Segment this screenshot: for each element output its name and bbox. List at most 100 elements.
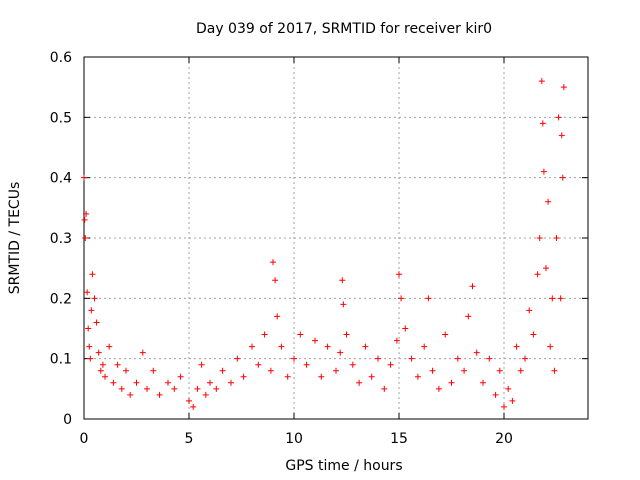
data-point xyxy=(87,355,94,362)
data-point xyxy=(540,168,547,175)
data-point xyxy=(480,379,486,386)
data-point xyxy=(150,367,157,374)
y-axis-label: SRMTID / TECUs xyxy=(7,182,23,295)
data-point xyxy=(555,114,562,121)
data-point xyxy=(284,373,291,380)
x-tick-label: 0 xyxy=(80,431,89,447)
data-point xyxy=(558,132,565,139)
data-point xyxy=(234,355,241,362)
data-point xyxy=(156,391,163,398)
data-point xyxy=(88,307,95,314)
data-point xyxy=(473,349,480,356)
data-point xyxy=(461,367,468,374)
data-point xyxy=(530,331,537,338)
data-point xyxy=(303,361,310,368)
data-point xyxy=(278,343,285,350)
data-point xyxy=(165,379,171,386)
data-point xyxy=(387,361,394,368)
data-point xyxy=(202,391,209,398)
scatter-points xyxy=(81,78,567,410)
data-point xyxy=(343,331,350,338)
data-point xyxy=(465,313,472,320)
data-point xyxy=(539,120,546,127)
data-point xyxy=(127,391,134,398)
data-point xyxy=(324,343,331,350)
data-point xyxy=(267,367,274,374)
data-point xyxy=(106,343,113,350)
data-point xyxy=(429,367,436,374)
data-point xyxy=(97,367,104,374)
data-point xyxy=(522,355,528,362)
y-tick-label: 0.3 xyxy=(50,231,72,247)
data-point xyxy=(551,367,558,374)
data-point xyxy=(190,403,197,410)
data-point xyxy=(538,78,545,85)
data-point xyxy=(102,373,108,380)
data-point xyxy=(534,271,541,278)
data-point xyxy=(86,343,93,350)
data-point xyxy=(560,84,567,91)
data-point xyxy=(356,379,363,386)
data-point xyxy=(536,235,543,241)
data-point xyxy=(133,379,140,386)
grid-lines xyxy=(84,57,588,419)
data-point xyxy=(228,379,234,386)
data-point xyxy=(118,385,125,392)
data-point xyxy=(91,295,98,302)
data-point xyxy=(274,313,281,320)
data-point xyxy=(381,385,388,392)
data-point xyxy=(81,216,88,223)
data-point xyxy=(85,325,92,332)
data-point xyxy=(340,301,347,308)
data-point xyxy=(261,331,268,338)
data-point xyxy=(82,235,89,241)
y-tick-label: 0.6 xyxy=(50,50,72,66)
y-tick-label: 0.5 xyxy=(50,110,72,126)
data-point xyxy=(89,271,96,278)
data-point xyxy=(144,385,150,392)
data-point xyxy=(398,295,405,302)
data-point xyxy=(375,355,381,362)
x-tick-label: 10 xyxy=(285,431,303,447)
data-point xyxy=(318,373,325,380)
data-point xyxy=(213,385,220,392)
data-point xyxy=(81,174,87,181)
data-point xyxy=(486,355,493,362)
data-point xyxy=(454,355,461,362)
data-point xyxy=(337,349,344,356)
x-tick-label: 5 xyxy=(185,431,194,447)
data-point xyxy=(312,337,318,344)
data-point xyxy=(219,367,226,374)
data-point xyxy=(177,373,184,380)
data-point xyxy=(114,361,121,368)
data-point xyxy=(93,319,100,326)
data-point xyxy=(83,210,90,217)
data-point xyxy=(509,397,516,404)
data-point xyxy=(435,385,442,392)
axis-ticks: 0 0.1 0.2 0.3 0.4 0.5 0.6 0 5 10 15 20 xyxy=(50,50,588,447)
data-point xyxy=(505,385,512,392)
data-point xyxy=(559,174,566,181)
data-point xyxy=(414,373,421,380)
data-point xyxy=(110,379,117,386)
data-point xyxy=(501,403,507,410)
data-point xyxy=(255,361,262,368)
data-point xyxy=(408,355,415,362)
y-tick-label: 0.2 xyxy=(50,291,72,307)
data-point xyxy=(448,379,455,386)
data-point xyxy=(297,331,304,338)
data-point xyxy=(549,295,556,302)
data-point xyxy=(99,361,106,368)
data-point xyxy=(270,259,276,266)
data-point xyxy=(339,277,346,284)
data-point xyxy=(425,295,432,302)
data-point xyxy=(362,343,369,350)
data-point xyxy=(543,265,549,272)
data-point xyxy=(95,349,102,356)
data-point xyxy=(272,277,279,284)
data-point xyxy=(513,343,520,350)
data-point xyxy=(171,385,178,392)
y-tick-label: 0.4 xyxy=(50,171,72,187)
data-point xyxy=(469,283,476,290)
